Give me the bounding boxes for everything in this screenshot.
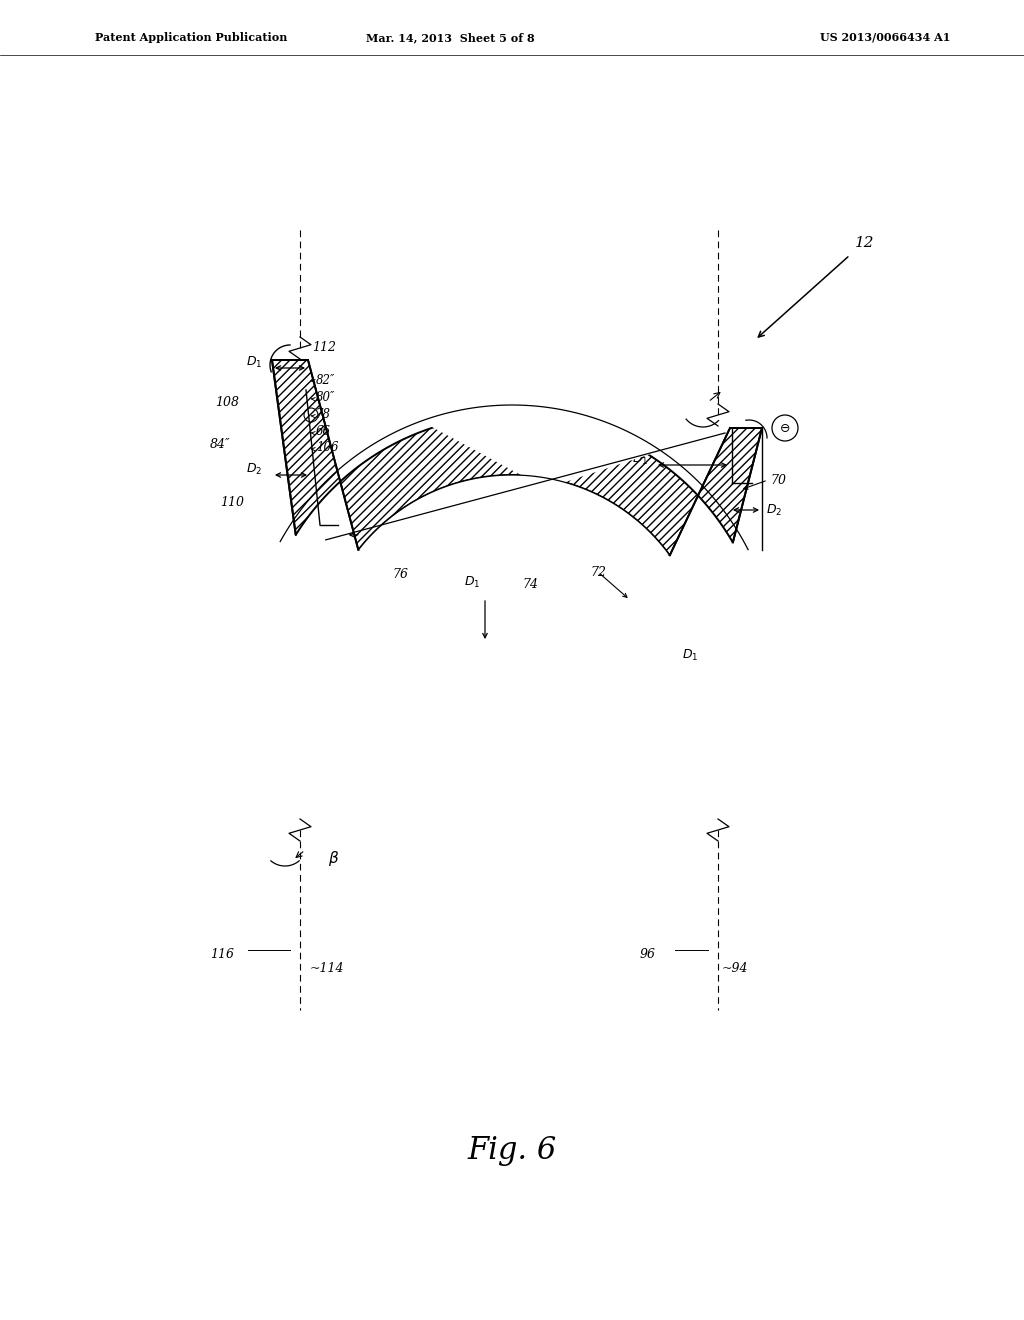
Polygon shape [308, 360, 730, 556]
Text: 76: 76 [392, 569, 408, 582]
Text: $D_1$: $D_1$ [682, 647, 698, 663]
Text: $\beta$: $\beta$ [328, 849, 339, 867]
Text: Patent Application Publication: Patent Application Publication [95, 32, 288, 44]
Text: $D_2$: $D_2$ [766, 503, 782, 517]
Polygon shape [272, 360, 762, 556]
Text: $D_1$: $D_1$ [632, 451, 648, 466]
Text: $D_1$: $D_1$ [538, 459, 554, 474]
Text: $D_1$: $D_1$ [246, 355, 262, 370]
Text: US 2013/0066434 A1: US 2013/0066434 A1 [820, 32, 950, 44]
Text: 84″: 84″ [210, 438, 230, 451]
Text: 72: 72 [590, 565, 606, 578]
Text: $D_2$: $D_2$ [246, 462, 262, 477]
Text: ~94: ~94 [722, 961, 749, 974]
Text: 108: 108 [215, 396, 239, 408]
Circle shape [772, 414, 798, 441]
Text: 82″: 82″ [316, 374, 336, 387]
Text: 80″: 80″ [316, 392, 336, 404]
Text: 96: 96 [640, 949, 656, 961]
Text: 112: 112 [312, 342, 336, 355]
Text: 70: 70 [770, 474, 786, 487]
Text: $\ominus$: $\ominus$ [779, 421, 791, 434]
Text: ~114: ~114 [310, 961, 344, 974]
Text: 116: 116 [210, 949, 234, 961]
Text: 66: 66 [316, 425, 331, 438]
Text: 12: 12 [855, 236, 874, 249]
Text: 78: 78 [316, 408, 331, 421]
Text: Mar. 14, 2013  Sheet 5 of 8: Mar. 14, 2013 Sheet 5 of 8 [366, 32, 535, 44]
Text: 106: 106 [316, 441, 339, 454]
Text: Fig. 6: Fig. 6 [467, 1134, 557, 1166]
Text: 74: 74 [522, 578, 538, 591]
Text: 110: 110 [220, 495, 244, 508]
Text: $D_1$: $D_1$ [464, 576, 480, 590]
